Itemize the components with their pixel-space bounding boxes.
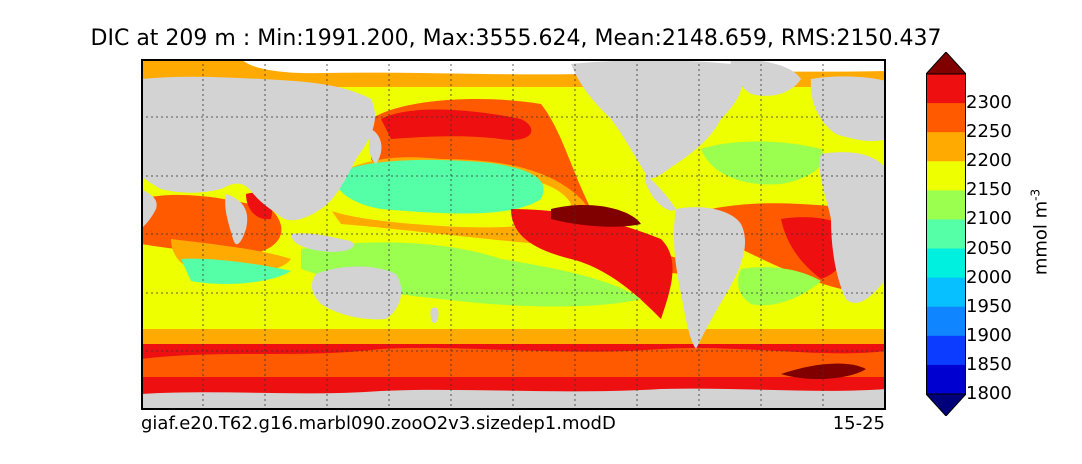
colorbar-band bbox=[926, 364, 966, 395]
colorbar-tick-label: 1850 bbox=[966, 353, 1012, 375]
eq-pacific-darkred bbox=[551, 204, 641, 227]
colorbar-band bbox=[926, 132, 966, 162]
colorbar-tick-label: 1900 bbox=[966, 324, 1012, 346]
north-atlantic-green bbox=[701, 141, 824, 185]
colorbar-tick-label: 2300 bbox=[966, 92, 1012, 114]
indian-darkorange bbox=[141, 194, 282, 254]
land-new-zealand bbox=[430, 307, 439, 324]
land-india bbox=[225, 194, 248, 245]
colorbar-tick-label: 1950 bbox=[966, 295, 1012, 317]
colorbar-band bbox=[926, 161, 966, 191]
eq-pacific-red bbox=[511, 209, 673, 319]
plot-title: DIC at 209 m : Min:1991.200, Max:3555.62… bbox=[90, 26, 942, 51]
colorbar-tick-label: 2000 bbox=[966, 266, 1012, 288]
years-label: 15-25 bbox=[832, 413, 885, 434]
colorbar-band bbox=[926, 335, 966, 366]
colorbar-extend-low bbox=[926, 393, 966, 416]
colorbar-tick-label: 2050 bbox=[966, 237, 1012, 259]
atlantic-green-south bbox=[738, 267, 821, 306]
colorbar-tick-label: 2100 bbox=[966, 208, 1012, 230]
colorbar-band bbox=[926, 277, 966, 308]
colorbar-band bbox=[926, 248, 966, 279]
colorbar-band bbox=[926, 74, 966, 104]
unit-exponent: -3 bbox=[1028, 188, 1043, 201]
north-pacific-red-top bbox=[381, 109, 532, 140]
land-europe bbox=[810, 76, 886, 142]
colorbar-extend-high bbox=[926, 52, 966, 75]
gridlines bbox=[141, 59, 886, 410]
land-south-america bbox=[673, 207, 746, 349]
colorbar-frame bbox=[926, 73, 966, 395]
land-central-america bbox=[644, 174, 676, 211]
colorbar-tick-label: 2250 bbox=[966, 121, 1012, 143]
unit-text: mmol m bbox=[1030, 200, 1052, 276]
antarctic-dark-patch bbox=[781, 363, 866, 380]
north-pacific-green bbox=[335, 159, 544, 214]
case-name-label: giaf.e20.T62.g16.marbl090.zooO2v3.sizede… bbox=[141, 413, 616, 434]
colorbar-unit-label: mmol m-3 bbox=[1029, 189, 1052, 275]
land-greenland bbox=[730, 59, 801, 96]
colorbar-band bbox=[926, 306, 966, 337]
colorbar-band bbox=[926, 103, 966, 133]
colorbar-tick-label: 1800 bbox=[966, 383, 1012, 404]
indian-green bbox=[181, 258, 291, 284]
colorbar bbox=[926, 52, 966, 416]
colorbar-band bbox=[926, 219, 966, 250]
land-africa-east bbox=[141, 189, 157, 229]
land-eurasia-left bbox=[141, 76, 376, 221]
colorbar-band bbox=[926, 190, 966, 220]
land-japan bbox=[368, 129, 382, 164]
colorbar-tick-label: 2150 bbox=[966, 179, 1012, 201]
land-indonesia bbox=[291, 233, 354, 252]
land-africa bbox=[819, 152, 886, 303]
dic-map bbox=[141, 59, 886, 410]
colorbar-tick-label: 2200 bbox=[966, 150, 1012, 172]
map-frame bbox=[141, 59, 886, 410]
